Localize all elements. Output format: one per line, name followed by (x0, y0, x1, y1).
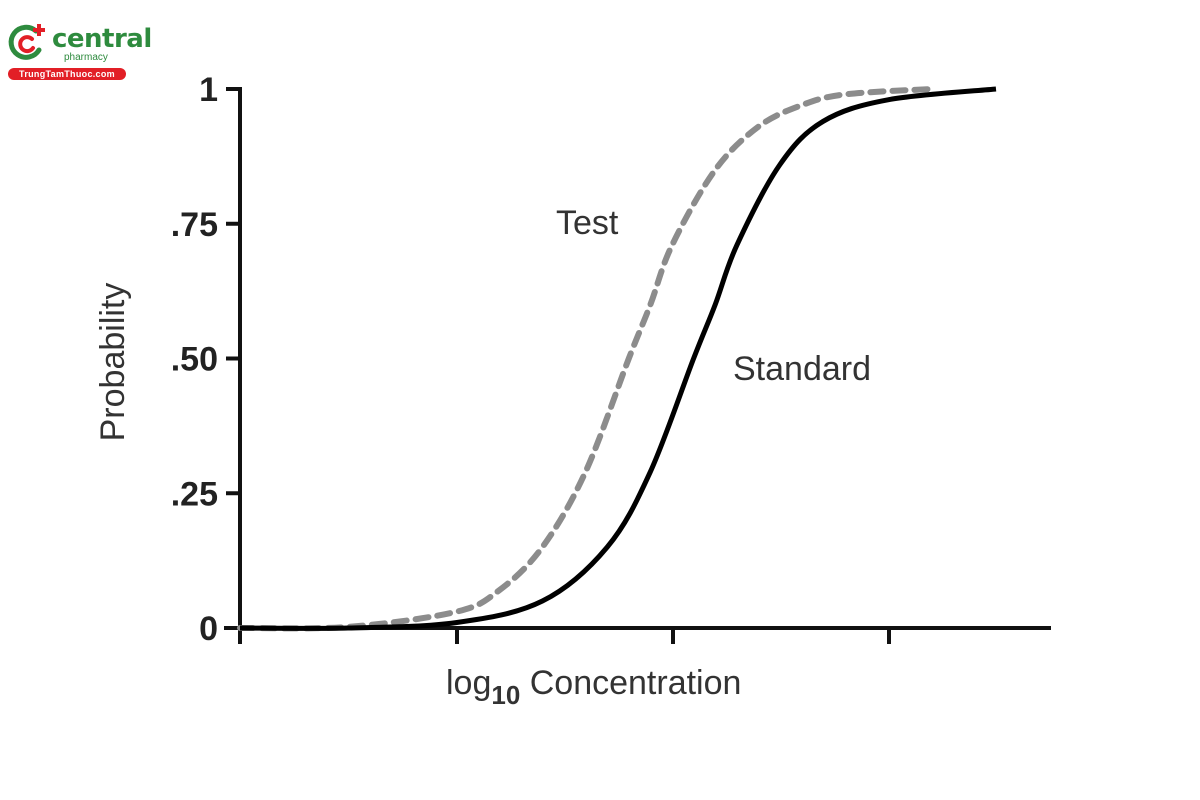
y-tick-label: .75 (171, 206, 218, 244)
y-tick-label: 0 (199, 610, 218, 648)
x-axis-title-rest: Concentration (520, 664, 741, 702)
x-axis-title-subscript: 10 (491, 680, 520, 710)
standard-series-line (239, 86, 997, 631)
central-pharmacy-logo: central pharmacy TrungTamThuoc.com (6, 22, 152, 82)
x-axis-title-base: log (446, 664, 491, 702)
x-axis-title: log10 Concentration (446, 664, 741, 710)
logo-subtitle: pharmacy (64, 52, 108, 63)
y-axis-ticks: 0 .25 .50 .75 1 (171, 71, 240, 648)
pharmacy-cross-icon (8, 24, 45, 60)
y-tick-label: 1 (199, 71, 218, 109)
test-series-label: Test (556, 204, 619, 242)
standard-series-label: Standard (733, 350, 871, 388)
y-tick-label: .25 (171, 475, 218, 513)
logo-website-badge: TrungTamThuoc.com (8, 68, 126, 80)
y-tick-label: .50 (171, 341, 218, 379)
logo-word: central (52, 24, 152, 54)
y-axis-title: Probability (94, 283, 132, 442)
test-series-line (237, 86, 935, 632)
